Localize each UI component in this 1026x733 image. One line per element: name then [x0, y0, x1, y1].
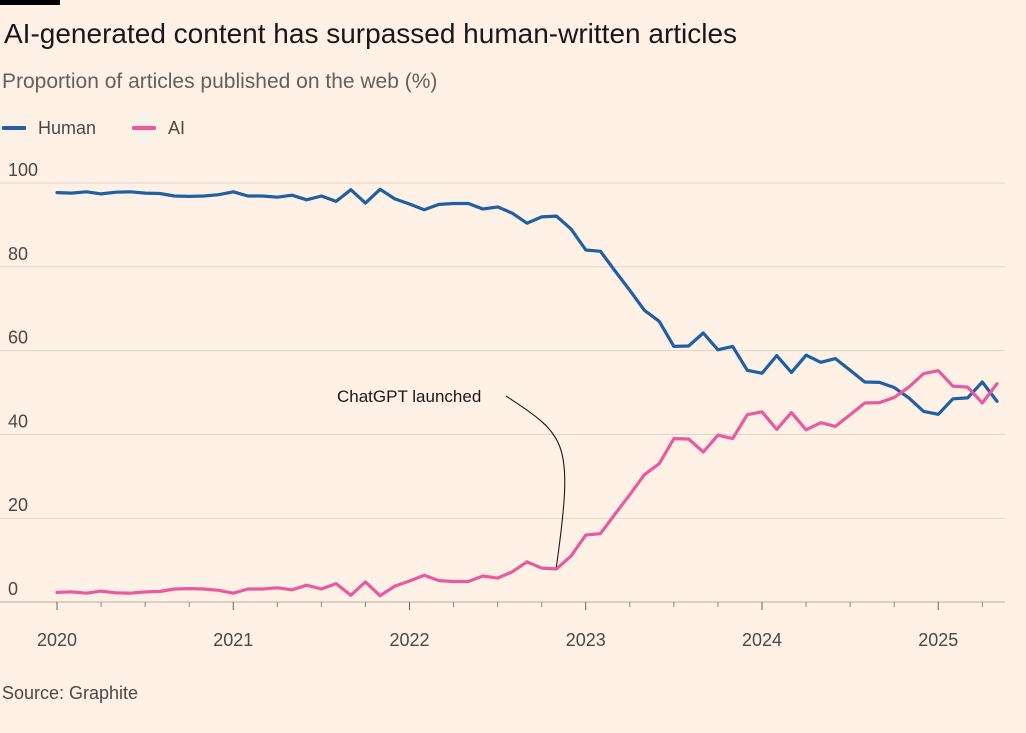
x-tick-label-2023: 2023 — [566, 630, 606, 650]
legend-item-ai: AI — [132, 118, 185, 139]
x-tick-label-2021: 2021 — [213, 630, 253, 650]
legend-swatch-human — [2, 126, 26, 130]
legend: Human AI — [2, 116, 185, 140]
y-tick-label-100: 100 — [8, 160, 38, 180]
x-tick-label-2025: 2025 — [918, 630, 958, 650]
annotation-leader-line — [505, 395, 566, 567]
y-tick-label-20: 20 — [8, 495, 28, 515]
legend-swatch-ai — [132, 126, 157, 130]
annotation-label: ChatGPT launched — [337, 387, 481, 406]
y-tick-label-0: 0 — [8, 579, 18, 599]
chart-subtitle: Proportion of articles published on the … — [2, 70, 438, 93]
x-tick-label-2020: 2020 — [37, 630, 77, 650]
y-tick-label-40: 40 — [8, 411, 28, 431]
y-tick-label-60: 60 — [8, 328, 28, 348]
x-tick-label-2024: 2024 — [742, 630, 782, 650]
corner-mark — [0, 0, 60, 5]
series-line-human — [55, 187, 999, 416]
legend-item-human: Human — [2, 118, 96, 139]
series-line-ai — [55, 369, 999, 598]
legend-label-ai: AI — [168, 117, 186, 138]
y-tick-label-80: 80 — [8, 244, 28, 264]
source-note: Source: Graphite — [2, 683, 139, 703]
legend-label-human: Human — [38, 117, 97, 138]
x-tick-label-2022: 2022 — [389, 630, 429, 650]
chart-title: AI-generated content has surpassed human… — [4, 18, 738, 49]
